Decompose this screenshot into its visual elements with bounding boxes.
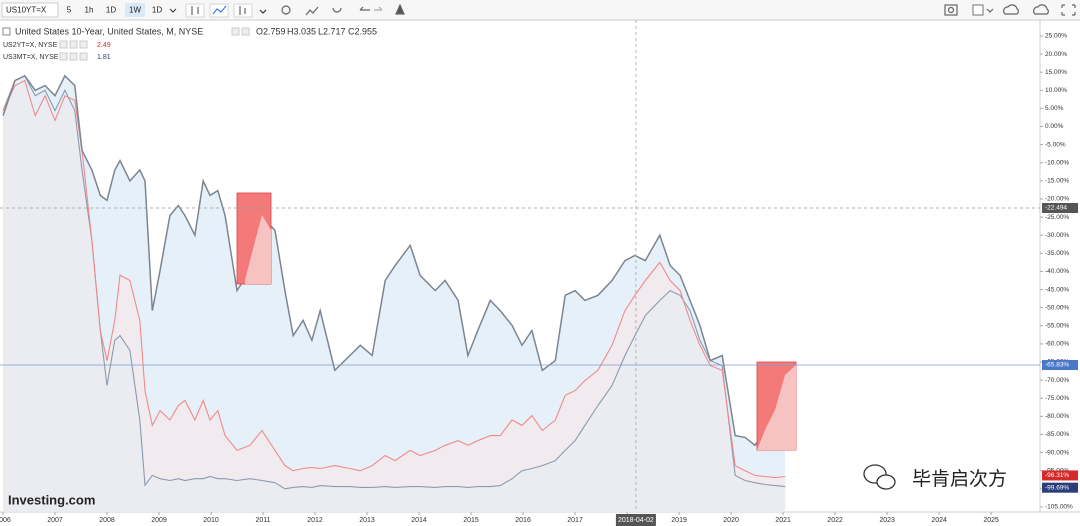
y-tick-label: -10.00% <box>1045 159 1069 166</box>
price-tag: -99.69% <box>1045 484 1069 491</box>
legend-icon <box>241 27 250 36</box>
wechat-logo <box>863 464 896 490</box>
interval-button[interactable]: 1D <box>106 6 116 15</box>
x-tick-label: 2007 <box>47 517 63 524</box>
legend-last: 1.81 <box>97 54 111 61</box>
x-tick-label: 2021 <box>775 517 791 524</box>
y-tick-label: -70.00% <box>1045 377 1069 384</box>
x-tick-label: 2009 <box>151 517 167 524</box>
area <box>3 80 786 512</box>
y-tick-label: -80.00% <box>1045 413 1069 420</box>
overlay-text: 毕肯启次方 <box>912 468 1007 490</box>
highlight-box <box>236 192 272 285</box>
y-tick-label: 15.00% <box>1045 69 1067 76</box>
x-tick-label: 2008 <box>99 517 115 524</box>
x-tick-label: 2025 <box>983 517 999 524</box>
x-tick-label: 2017 <box>567 517 583 524</box>
y-tick-label: -50.00% <box>1045 304 1069 311</box>
legend-title: United States 10-Year, United States, M,… <box>15 26 203 36</box>
x-tick-label: 2024 <box>931 517 947 524</box>
y-tick-label: -25.00% <box>1045 214 1069 221</box>
line <box>2 79 786 479</box>
legend-icon <box>231 27 240 36</box>
x-tick-label: 2022 <box>827 517 843 524</box>
legend-icon <box>69 40 78 49</box>
interval-button[interactable]: 1D <box>152 6 162 15</box>
highlight-box <box>756 361 797 451</box>
y-tick-label: 0.00% <box>1045 123 1064 130</box>
x-tick-label: 2010 <box>203 517 219 524</box>
line <box>2 74 786 447</box>
line <box>2 75 786 490</box>
y-tick-label: -90.00% <box>1045 449 1069 456</box>
x-tick-label: 2015 <box>463 517 479 524</box>
y-tick-label: -105.00% <box>1045 504 1073 511</box>
x-tick-label: 2013 <box>359 517 375 524</box>
x-tick-label: 2020 <box>723 517 739 524</box>
symbol: US10YT=X <box>6 6 47 15</box>
y-tick-label: -55.00% <box>1045 322 1069 329</box>
price-tag: -96.31% <box>1045 472 1069 479</box>
crosshair-x-label: 2018-04-02 <box>618 517 654 524</box>
y-tick-label: 5.00% <box>1045 105 1064 112</box>
interval-button[interactable]: 5 <box>67 6 72 15</box>
interval-dropdown[interactable] <box>169 8 177 13</box>
area <box>3 75 786 512</box>
toolbar-icons <box>185 3 1076 18</box>
y-tick-label: 10.00% <box>1045 87 1067 94</box>
y-tick-label: -15.00% <box>1045 178 1069 185</box>
ohlc: O2.759 <box>256 26 286 36</box>
watermark: Investing.com <box>8 492 95 507</box>
ohlc: L2.717 <box>318 26 346 36</box>
y-tick-label: -20.00% <box>1045 196 1069 203</box>
collapse-icon[interactable] <box>2 27 11 36</box>
interval-active <box>125 3 145 17</box>
price-tag-box <box>1042 470 1078 481</box>
price-tag-box <box>1042 360 1078 371</box>
legend: United States 10-Year, United States, M,… <box>2 26 377 61</box>
legend-entry: US2YT=X, NYSE <box>3 42 58 49</box>
interval-button[interactable]: 1h <box>85 6 94 15</box>
x-tick-label: 2014 <box>411 517 427 524</box>
crosshair-x-box <box>615 514 656 526</box>
price-tag-box <box>1042 203 1078 214</box>
x-tick-label: 2019 <box>671 517 687 524</box>
price-tag: -65.83% <box>1045 362 1069 369</box>
interval-button[interactable]: 1W <box>129 6 141 15</box>
y-tick-label: -75.00% <box>1045 395 1069 402</box>
price-tag-box <box>1042 482 1078 493</box>
legend-icon <box>59 52 68 61</box>
y-tick-label: -5.00% <box>1045 141 1066 148</box>
y-tick-label: -35.00% <box>1045 250 1069 257</box>
legend-icon <box>59 40 68 49</box>
toolbar <box>0 0 1080 20</box>
y-tick-label: -45.00% <box>1045 286 1069 293</box>
y-tick-label: 20.00% <box>1045 51 1067 58</box>
legend-icon <box>79 40 88 49</box>
ohlc: H3.035 <box>287 26 316 36</box>
price-tag: -22.494 <box>1045 205 1067 212</box>
legend-icon <box>69 52 78 61</box>
y-tick-label: -30.00% <box>1045 232 1069 239</box>
y-tick-label: 25.00% <box>1045 33 1067 40</box>
x-tick-label: 2023 <box>879 517 895 524</box>
y-tick-label: -85.00% <box>1045 431 1069 438</box>
symbol-box[interactable] <box>1 2 59 18</box>
y-tick-label: -60.00% <box>1045 341 1069 348</box>
x-tick-label: 2016 <box>515 517 531 524</box>
x-tick-label: 2011 <box>255 517 270 524</box>
x-tick-label: 2012 <box>307 517 323 524</box>
legend-last: 2.49 <box>97 42 111 49</box>
legend-icon <box>79 52 88 61</box>
ohlc: C2.955 <box>348 26 377 36</box>
x-tick-label: 2006 <box>0 517 11 524</box>
y-tick-label: -40.00% <box>1045 268 1069 275</box>
legend-entry: US3MT=X, NYSE <box>3 54 59 61</box>
